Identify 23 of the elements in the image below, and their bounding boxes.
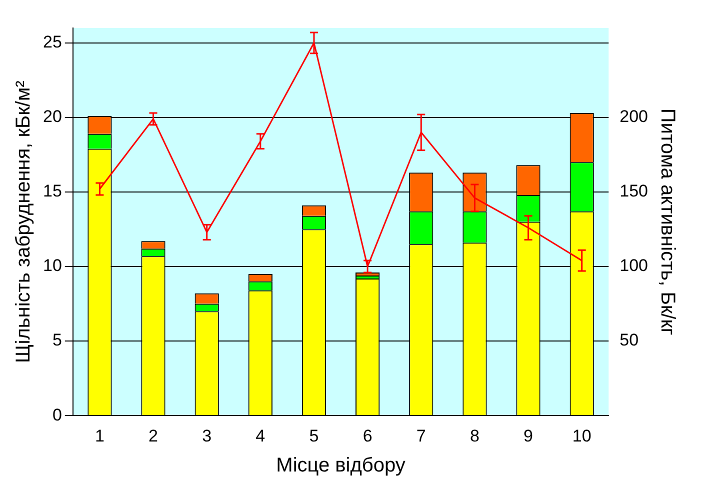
x-tick-label: 6 bbox=[362, 426, 372, 446]
x-tick-label: 5 bbox=[309, 426, 319, 446]
y2-tick-label: 100 bbox=[620, 256, 648, 276]
y2-tick-label: 200 bbox=[620, 107, 648, 126]
y2-axis-title: Питома активність, Бк/кг bbox=[656, 108, 678, 336]
x-tick-label: 9 bbox=[524, 426, 534, 446]
y-tick-label: 20 bbox=[42, 107, 62, 126]
y-tick-label: 15 bbox=[42, 182, 62, 201]
x-tick-label: 10 bbox=[572, 426, 592, 446]
y-tick-label: 5 bbox=[52, 330, 62, 350]
x-axis-title: Місце відбору bbox=[276, 454, 406, 477]
x-tick-label: 1 bbox=[94, 426, 104, 446]
y-tick-label: 0 bbox=[52, 405, 62, 424]
y-tick-label: 10 bbox=[42, 256, 62, 276]
x-tick-label: 3 bbox=[202, 426, 212, 446]
x-tick-label: 8 bbox=[470, 426, 480, 446]
x-tick-label: 4 bbox=[256, 426, 266, 446]
x-tick-label: 7 bbox=[416, 426, 426, 446]
y-axis-title: Щільність забруднення, кБк/м² bbox=[12, 80, 35, 363]
y2-tick-label: 50 bbox=[620, 330, 639, 350]
y-tick-label: 25 bbox=[42, 32, 62, 52]
x-tick-label: 2 bbox=[148, 426, 158, 446]
y2-tick-label: 150 bbox=[620, 182, 648, 201]
